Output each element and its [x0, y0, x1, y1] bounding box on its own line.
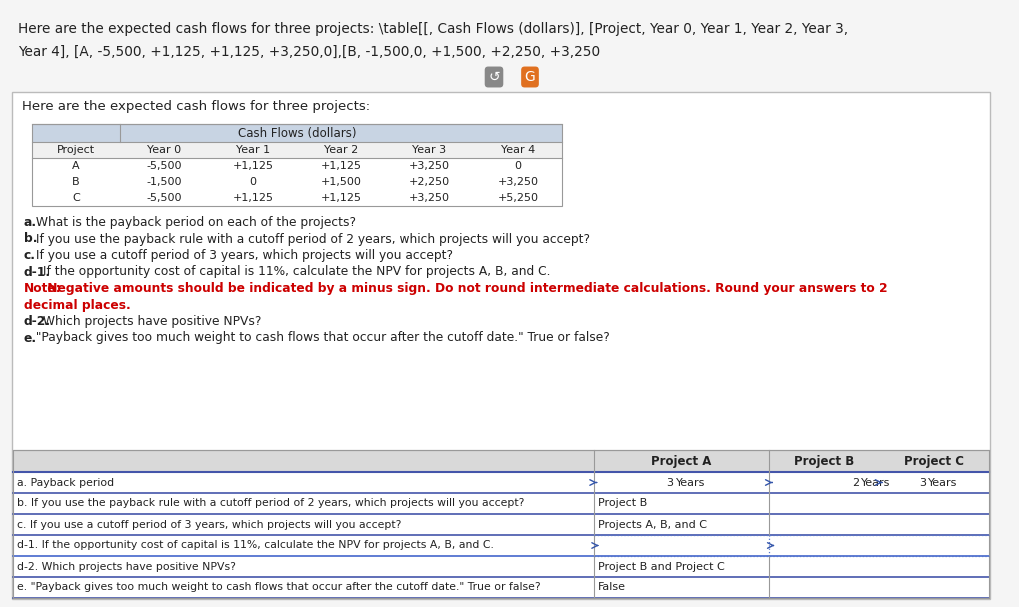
Text: -5,500: -5,500: [147, 193, 182, 203]
Text: Projects A, B, and C: Projects A, B, and C: [598, 520, 707, 529]
Text: +5,250: +5,250: [497, 193, 538, 203]
Text: Here are the expected cash flows for three projects: \table[[, Cash Flows (dolla: Here are the expected cash flows for thr…: [18, 22, 848, 36]
Text: Year 3: Year 3: [413, 145, 446, 155]
Text: 0: 0: [515, 161, 522, 171]
Text: +3,250: +3,250: [497, 177, 538, 187]
Bar: [32, 124, 562, 206]
Text: Note:: Note:: [24, 282, 62, 295]
Text: +1,125: +1,125: [232, 193, 273, 203]
Bar: [12, 92, 990, 599]
Text: Year 2: Year 2: [324, 145, 359, 155]
Text: Year 4: Year 4: [500, 145, 535, 155]
Text: Project C: Project C: [904, 455, 964, 467]
Text: c. If you use a cutoff period of 3 years, which projects will you accept?: c. If you use a cutoff period of 3 years…: [17, 520, 401, 529]
Text: Here are the expected cash flows for three projects:: Here are the expected cash flows for thr…: [22, 100, 370, 113]
Text: 0: 0: [250, 177, 257, 187]
Text: a. Payback period: a. Payback period: [17, 478, 114, 487]
Bar: [32, 142, 562, 158]
Text: False: False: [598, 583, 626, 592]
Text: Year 1: Year 1: [235, 145, 270, 155]
Text: What is the payback period on each of the projects?: What is the payback period on each of th…: [32, 216, 356, 229]
Text: Negative amounts should be indicated by a minus sign. Do not round intermediate : Negative amounts should be indicated by …: [43, 282, 888, 295]
Text: ↺: ↺: [488, 70, 499, 84]
Text: Project: Project: [57, 145, 95, 155]
Text: G: G: [525, 70, 535, 84]
Text: Cash Flows (dollars): Cash Flows (dollars): [237, 126, 357, 140]
Text: Years: Years: [928, 478, 958, 487]
Text: Year 4], [A, -5,500, +1,125, +1,125, +3,250,0],[B, -1,500,0, +1,500, +2,250, +3,: Year 4], [A, -5,500, +1,125, +1,125, +3,…: [18, 45, 600, 59]
Bar: [13, 450, 989, 598]
Text: A: A: [72, 161, 79, 171]
Text: +1,500: +1,500: [321, 177, 362, 187]
Text: "Payback gives too much weight to cash flows that occur after the cutoff date." : "Payback gives too much weight to cash f…: [32, 331, 609, 345]
Text: a.: a.: [24, 216, 37, 229]
Text: +3,250: +3,250: [409, 161, 450, 171]
Bar: [32, 124, 562, 142]
Text: Which projects have positive NPVs?: Which projects have positive NPVs?: [39, 315, 262, 328]
Text: Year 0: Year 0: [148, 145, 181, 155]
Text: d-2.: d-2.: [24, 315, 51, 328]
Text: If the opportunity cost of capital is 11%, calculate the NPV for projects A, B, : If the opportunity cost of capital is 11…: [39, 265, 550, 279]
Text: 3: 3: [919, 478, 926, 487]
Text: Project A: Project A: [651, 455, 711, 467]
Text: 3: 3: [666, 478, 674, 487]
Text: e. "Payback gives too much weight to cash flows that occur after the cutoff date: e. "Payback gives too much weight to cas…: [17, 583, 541, 592]
Text: b. If you use the payback rule with a cutoff period of 2 years, which projects w: b. If you use the payback rule with a cu…: [17, 498, 525, 509]
Text: b.: b.: [24, 232, 38, 245]
Text: B: B: [72, 177, 79, 187]
Text: Years: Years: [676, 478, 705, 487]
Text: +1,125: +1,125: [321, 193, 362, 203]
Text: Project B: Project B: [794, 455, 854, 467]
Text: +1,125: +1,125: [321, 161, 362, 171]
Text: If you use the payback rule with a cutoff period of 2 years, which projects will: If you use the payback rule with a cutof…: [32, 232, 590, 245]
Text: decimal places.: decimal places.: [24, 299, 130, 311]
Text: -5,500: -5,500: [147, 161, 182, 171]
Text: 2: 2: [852, 478, 859, 487]
Text: -1,500: -1,500: [147, 177, 182, 187]
Text: C: C: [72, 193, 81, 203]
Text: +3,250: +3,250: [409, 193, 450, 203]
Text: If you use a cutoff period of 3 years, which projects will you accept?: If you use a cutoff period of 3 years, w…: [32, 249, 452, 262]
Text: d-2. Which projects have positive NPVs?: d-2. Which projects have positive NPVs?: [17, 561, 235, 572]
Text: +1,125: +1,125: [232, 161, 273, 171]
Text: +2,250: +2,250: [409, 177, 450, 187]
Text: Project B and Project C: Project B and Project C: [598, 561, 725, 572]
Text: Years: Years: [861, 478, 891, 487]
Text: e.: e.: [24, 331, 37, 345]
Text: d-1. If the opportunity cost of capital is 11%, calculate the NPV for projects A: d-1. If the opportunity cost of capital …: [17, 540, 494, 551]
Text: d-1.: d-1.: [24, 265, 51, 279]
Text: Project B: Project B: [598, 498, 647, 509]
Text: c.: c.: [24, 249, 36, 262]
Bar: [13, 450, 989, 472]
